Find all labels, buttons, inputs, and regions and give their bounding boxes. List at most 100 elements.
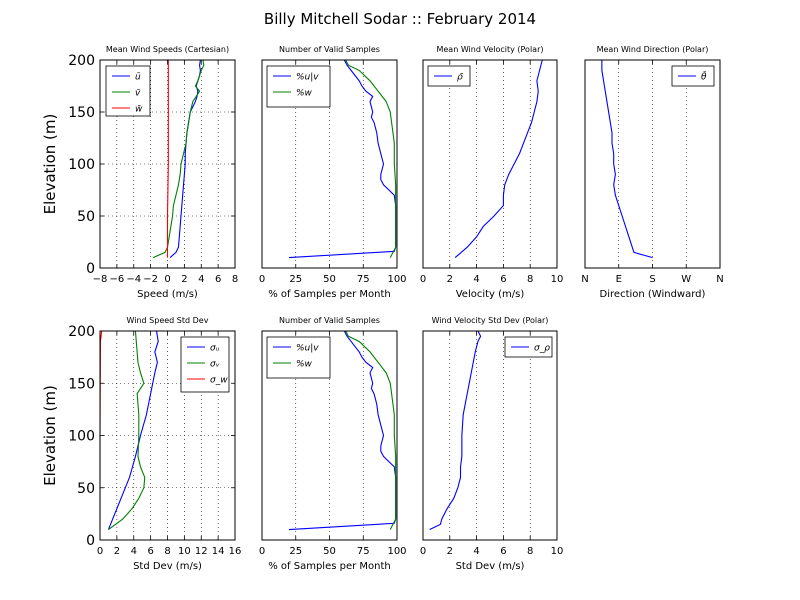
x-tick-label: 25 <box>289 546 302 557</box>
x-tick-label: −4 <box>126 274 141 285</box>
legend-entry: σ_ρ <box>534 344 550 354</box>
y-tick-label: 50 <box>77 209 95 225</box>
legend: σᵤ σᵥ σ_w <box>180 336 230 393</box>
x-tick-label: −8 <box>93 274 108 285</box>
x-tick-label: 6 <box>215 274 221 285</box>
legend-entry: v̄ <box>135 89 141 99</box>
x-tick-label: 50 <box>323 274 336 285</box>
y-tick-label: 150 <box>68 376 95 392</box>
legend-box <box>266 65 331 108</box>
legend-entry: ū <box>135 73 141 83</box>
series-line-1 <box>107 330 159 530</box>
x-axis-label: % of Samples per Month <box>268 561 391 572</box>
x-tick-label: 4 <box>473 546 479 557</box>
x-tick-label: 10 <box>551 546 564 557</box>
legend-box <box>266 336 331 379</box>
legend-box <box>180 336 230 393</box>
chart-panel-7: 0 2 4 6 8 10 Wind Velocity Std Dev (Polar) Std … <box>420 316 564 572</box>
x-tick-label: 8 <box>527 546 533 557</box>
x-tick-label: 2 <box>114 546 120 557</box>
y-tick-label: 150 <box>68 105 95 121</box>
series-line-1 <box>169 59 201 259</box>
x-tick-label: 100 <box>387 274 406 285</box>
x-tick-label: 2 <box>181 274 187 285</box>
legend: ū v̄ w̄ <box>105 65 151 117</box>
series-line-3 <box>166 60 169 258</box>
legend: θ̄ <box>671 65 715 87</box>
y-tick-label: 200 <box>68 53 95 69</box>
x-tick-label: 10 <box>551 274 564 285</box>
y-axis-label: Elevation (m) <box>41 385 59 486</box>
chart-title: Number of Valid Samples <box>279 45 380 54</box>
x-tick-label: N <box>581 274 588 285</box>
x-tick-label: 25 <box>289 274 302 285</box>
x-tick-label: 4 <box>198 274 204 285</box>
chart-title: Number of Valid Samples <box>279 316 380 325</box>
plot-frame <box>422 59 558 269</box>
series-line-2 <box>152 59 205 259</box>
x-tick-label: 6 <box>500 274 506 285</box>
x-tick-label: 0 <box>164 274 170 285</box>
chart-panel-4: N E S W N Mean Wind Direction (Polar) Directio… <box>581 45 723 300</box>
x-tick-label: 0 <box>420 274 426 285</box>
series-line-2 <box>108 330 146 530</box>
x-tick-label: E <box>616 274 622 285</box>
y-axis-label: Elevation (m) <box>41 114 59 215</box>
x-axis-label: % of Samples per Month <box>268 289 391 300</box>
x-tick-label: 8 <box>164 546 170 557</box>
x-tick-label: 50 <box>323 546 336 557</box>
legend: σ_ρ <box>504 336 553 358</box>
x-tick-label: 0 <box>97 546 103 557</box>
y-tick-label: 0 <box>86 533 95 549</box>
x-axis-label: Speed (m/s) <box>137 289 198 300</box>
x-tick-label: S <box>649 274 655 285</box>
x-axis-label: Std Dev (m/s) <box>456 561 525 572</box>
x-tick-label: 6 <box>147 546 153 557</box>
y-tick-label: 200 <box>68 324 95 340</box>
legend-entry: %u|v <box>296 73 319 83</box>
x-tick-label: 2 <box>447 546 453 557</box>
x-tick-label: 2 <box>447 274 453 285</box>
x-tick-label: 75 <box>357 274 370 285</box>
chart-title: Mean Wind Direction (Polar) <box>597 45 709 54</box>
legend: ρ̄ <box>427 65 471 87</box>
legend-entry: %w <box>296 89 313 99</box>
chart-panel-3: 0 2 4 6 8 10 Mean Wind Velocity (Polar) Velocit… <box>420 45 564 300</box>
legend-entry: ρ̄ <box>457 73 464 83</box>
series-line-1 <box>454 59 543 259</box>
legend-entry: σᵥ <box>210 360 220 370</box>
legend: %u|v %w <box>266 336 331 379</box>
y-tick-label: 100 <box>68 157 95 173</box>
y-tick-label: 100 <box>68 429 95 445</box>
y-tick-label: 50 <box>77 481 95 497</box>
chart-title: Mean Wind Speeds (Cartesian) <box>106 45 229 54</box>
y-tick-label: 0 <box>86 261 95 277</box>
series-line-2 <box>345 330 397 530</box>
legend: %u|v %w <box>266 65 331 108</box>
chart-title: Wind Velocity Std Dev (Polar) <box>432 316 549 325</box>
x-axis-label: Std Dev (m/s) <box>133 561 202 572</box>
series-line-1 <box>601 60 653 259</box>
x-tick-label: −2 <box>143 274 158 285</box>
x-tick-label: 16 <box>229 546 242 557</box>
x-tick-label: 100 <box>387 546 406 557</box>
chart-panel-2: 0 25 50 75 100 Number of Valid Samples % of Sa… <box>259 45 407 300</box>
x-tick-label: 0 <box>259 546 265 557</box>
x-axis-label: Direction (Windward) <box>600 289 706 300</box>
series-line-2 <box>345 59 397 258</box>
x-tick-label: 12 <box>195 546 208 557</box>
x-tick-label: 6 <box>500 546 506 557</box>
legend-entry: w̄ <box>135 105 143 115</box>
x-tick-label: 8 <box>232 274 238 285</box>
series-line-1 <box>429 330 482 531</box>
x-tick-label: N <box>716 274 723 285</box>
figure-title: Billy Mitchell Sodar :: February 2014 <box>264 10 536 28</box>
x-tick-label: 4 <box>473 274 479 285</box>
x-tick-label: W <box>681 274 691 285</box>
x-tick-label: −6 <box>110 274 125 285</box>
legend-entry: σ_w <box>210 376 228 386</box>
legend-entry: %u|v <box>296 344 319 354</box>
